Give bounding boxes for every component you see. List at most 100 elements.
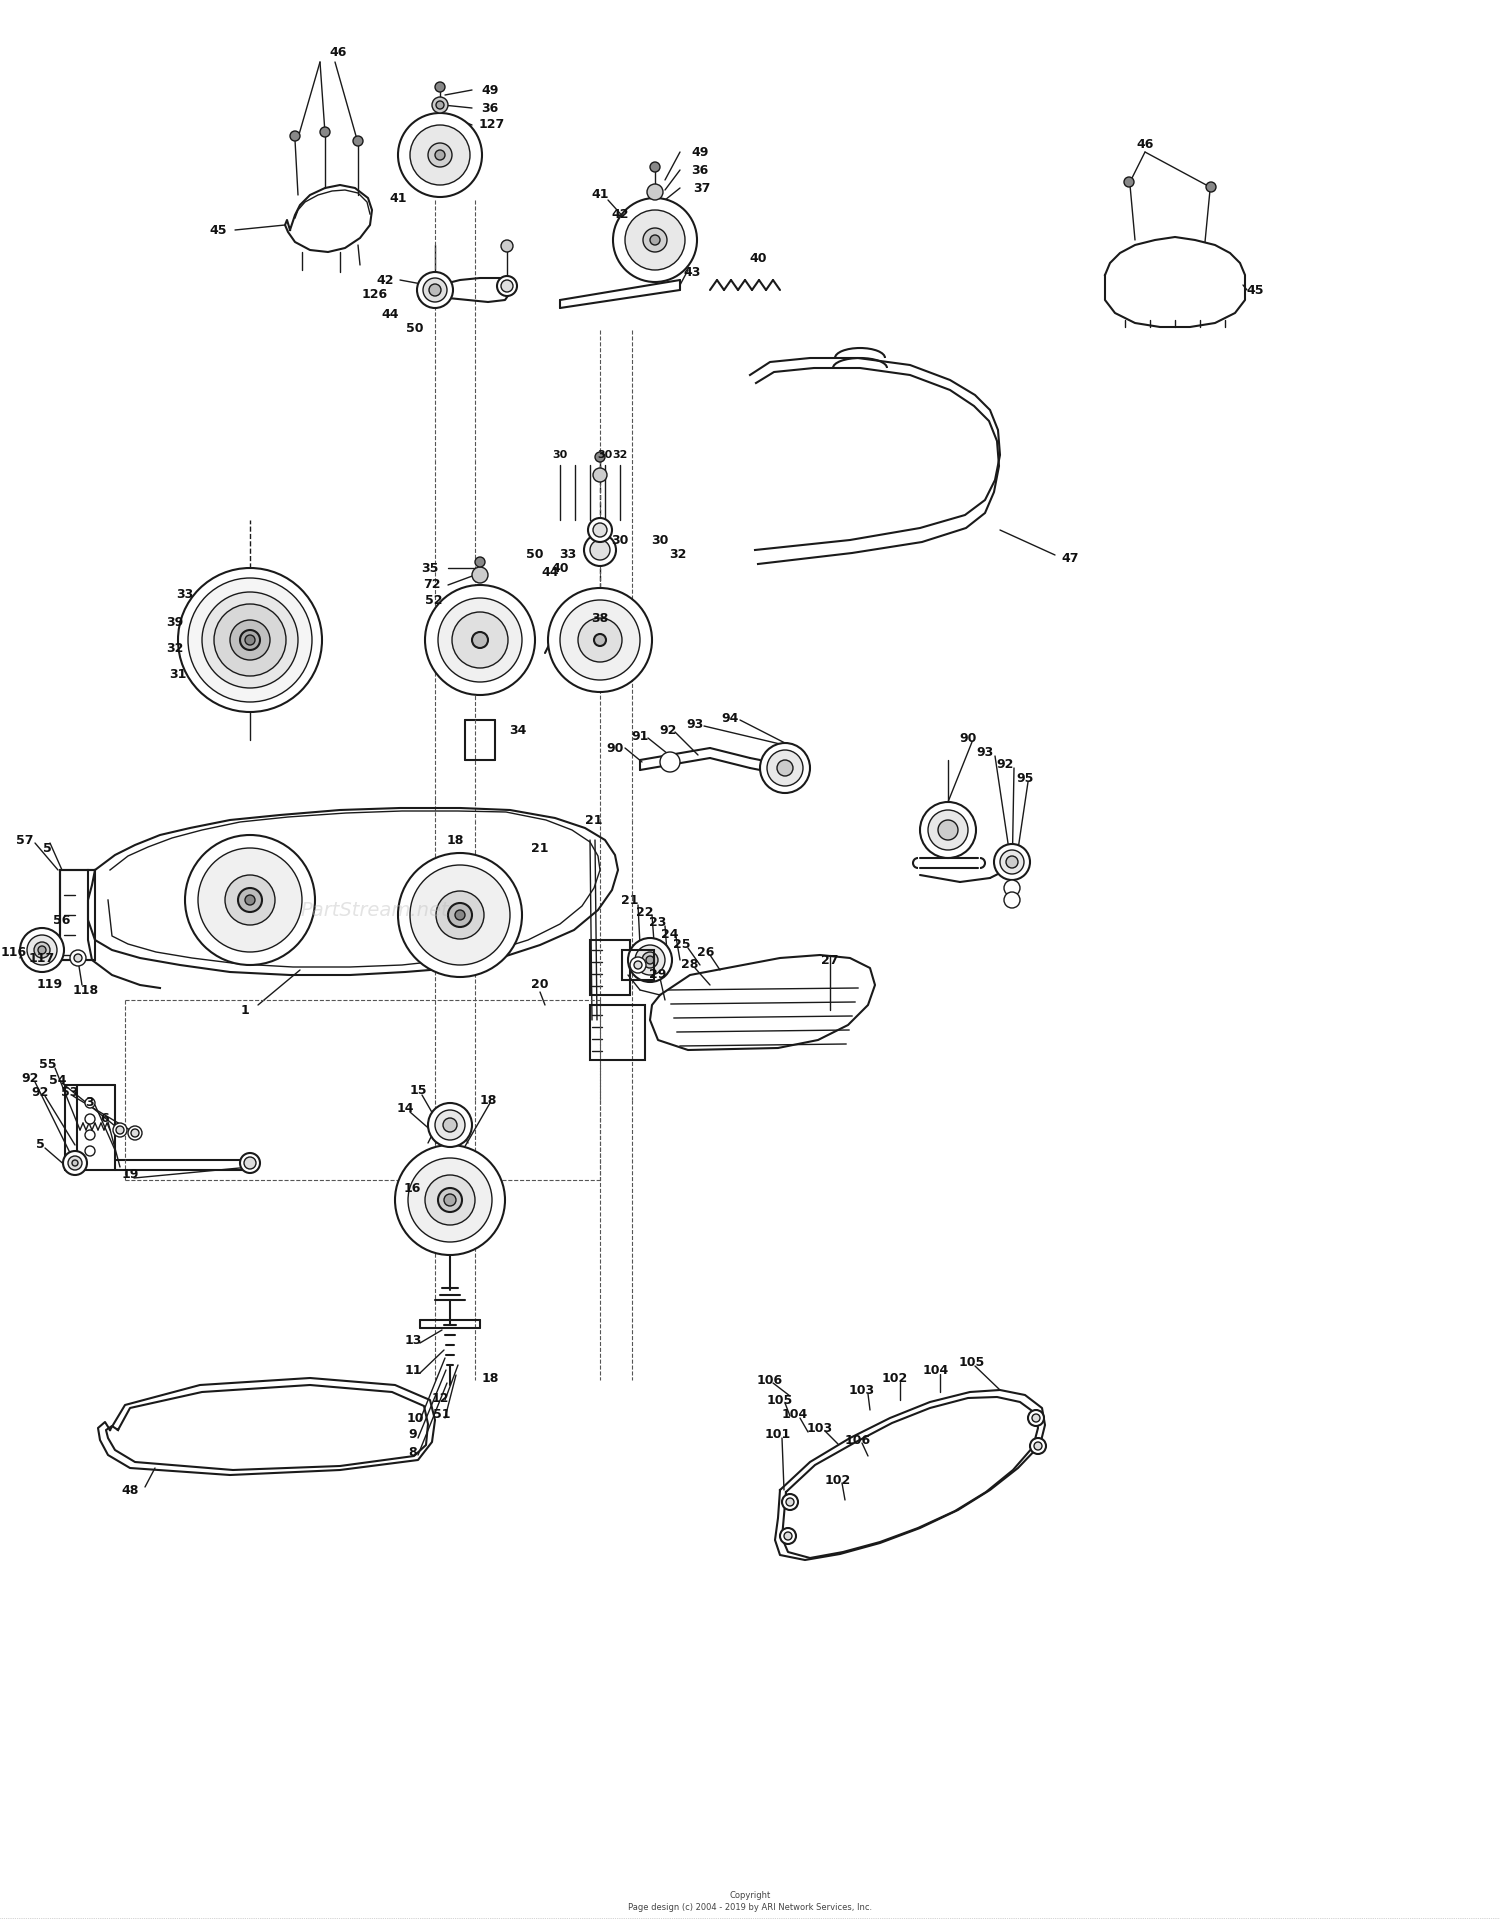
Circle shape bbox=[1034, 1443, 1042, 1450]
Circle shape bbox=[501, 280, 513, 292]
Text: 103: 103 bbox=[807, 1422, 832, 1435]
Text: 25: 25 bbox=[674, 939, 690, 951]
Text: 21: 21 bbox=[585, 813, 603, 826]
Circle shape bbox=[442, 1118, 458, 1131]
Circle shape bbox=[994, 843, 1030, 880]
Text: 19: 19 bbox=[122, 1168, 138, 1181]
Circle shape bbox=[435, 150, 445, 159]
Text: 52: 52 bbox=[426, 594, 442, 607]
Circle shape bbox=[920, 801, 976, 859]
Text: 31: 31 bbox=[170, 669, 186, 682]
Text: 46: 46 bbox=[330, 46, 346, 58]
Circle shape bbox=[244, 1156, 256, 1170]
Text: 44: 44 bbox=[542, 565, 558, 578]
Circle shape bbox=[1004, 891, 1020, 909]
Circle shape bbox=[202, 592, 298, 688]
Circle shape bbox=[424, 586, 536, 695]
Circle shape bbox=[130, 1130, 140, 1137]
Circle shape bbox=[244, 636, 255, 645]
Circle shape bbox=[63, 1151, 87, 1176]
Text: 5: 5 bbox=[42, 841, 51, 855]
Circle shape bbox=[424, 1176, 476, 1226]
Circle shape bbox=[436, 102, 444, 109]
Circle shape bbox=[452, 613, 509, 669]
Circle shape bbox=[423, 279, 447, 302]
Circle shape bbox=[784, 1533, 792, 1541]
Circle shape bbox=[184, 836, 315, 964]
Circle shape bbox=[780, 1527, 796, 1544]
Text: 49: 49 bbox=[692, 146, 708, 159]
Circle shape bbox=[427, 1103, 472, 1147]
Text: 13: 13 bbox=[405, 1333, 422, 1347]
Circle shape bbox=[214, 603, 286, 676]
Circle shape bbox=[1000, 849, 1024, 874]
Circle shape bbox=[112, 1124, 128, 1137]
Circle shape bbox=[1007, 857, 1019, 868]
Text: 18: 18 bbox=[480, 1093, 496, 1106]
Text: 30: 30 bbox=[651, 534, 669, 546]
Circle shape bbox=[398, 853, 522, 978]
Bar bbox=[590, 1005, 645, 1060]
Circle shape bbox=[438, 1187, 462, 1212]
Circle shape bbox=[86, 1147, 94, 1156]
Circle shape bbox=[225, 874, 274, 926]
Text: 5: 5 bbox=[36, 1139, 45, 1151]
Text: 18: 18 bbox=[482, 1372, 498, 1385]
Text: 30: 30 bbox=[612, 534, 628, 546]
Text: 53: 53 bbox=[62, 1087, 78, 1099]
Bar bbox=[622, 951, 654, 980]
Circle shape bbox=[34, 941, 50, 959]
Circle shape bbox=[782, 1495, 798, 1510]
Text: 103: 103 bbox=[849, 1383, 874, 1397]
Circle shape bbox=[628, 937, 672, 982]
Circle shape bbox=[20, 928, 64, 972]
Text: 20: 20 bbox=[531, 978, 549, 991]
Text: 92: 92 bbox=[660, 724, 676, 736]
Circle shape bbox=[596, 451, 604, 461]
Text: 55: 55 bbox=[39, 1058, 57, 1072]
Bar bbox=[590, 939, 630, 995]
Text: 30: 30 bbox=[597, 450, 612, 459]
Text: 102: 102 bbox=[825, 1473, 850, 1487]
Circle shape bbox=[86, 1114, 94, 1124]
Circle shape bbox=[435, 83, 445, 92]
Circle shape bbox=[320, 127, 330, 136]
Circle shape bbox=[70, 951, 86, 966]
Circle shape bbox=[230, 620, 270, 661]
Circle shape bbox=[938, 820, 958, 839]
Circle shape bbox=[786, 1498, 794, 1506]
Circle shape bbox=[646, 184, 663, 200]
Text: 48: 48 bbox=[122, 1483, 138, 1496]
Circle shape bbox=[438, 597, 522, 682]
Text: 11: 11 bbox=[405, 1364, 422, 1377]
Circle shape bbox=[116, 1126, 124, 1133]
Circle shape bbox=[472, 632, 488, 647]
Text: 24: 24 bbox=[662, 928, 678, 941]
Circle shape bbox=[501, 240, 513, 252]
Circle shape bbox=[472, 567, 488, 582]
Circle shape bbox=[588, 519, 612, 542]
Text: 46: 46 bbox=[1137, 138, 1154, 152]
Circle shape bbox=[626, 209, 686, 271]
Text: 106: 106 bbox=[844, 1433, 871, 1447]
Text: 6: 6 bbox=[100, 1112, 109, 1124]
Text: 57: 57 bbox=[16, 834, 33, 847]
Text: 117: 117 bbox=[28, 951, 56, 964]
Text: 14: 14 bbox=[396, 1101, 414, 1114]
Circle shape bbox=[408, 1158, 492, 1243]
Text: 72: 72 bbox=[423, 578, 441, 592]
Circle shape bbox=[650, 234, 660, 246]
Text: 116: 116 bbox=[2, 947, 27, 959]
Circle shape bbox=[38, 945, 46, 955]
Circle shape bbox=[476, 557, 484, 567]
Text: 32: 32 bbox=[612, 450, 627, 459]
Text: 105: 105 bbox=[958, 1356, 986, 1368]
Text: 26: 26 bbox=[698, 945, 714, 959]
Circle shape bbox=[240, 630, 260, 649]
Circle shape bbox=[417, 273, 453, 307]
Text: 33: 33 bbox=[177, 588, 194, 601]
Text: 56: 56 bbox=[54, 914, 70, 926]
Text: 50: 50 bbox=[406, 321, 423, 334]
Text: 92: 92 bbox=[32, 1087, 48, 1099]
Text: 45: 45 bbox=[1246, 284, 1263, 296]
